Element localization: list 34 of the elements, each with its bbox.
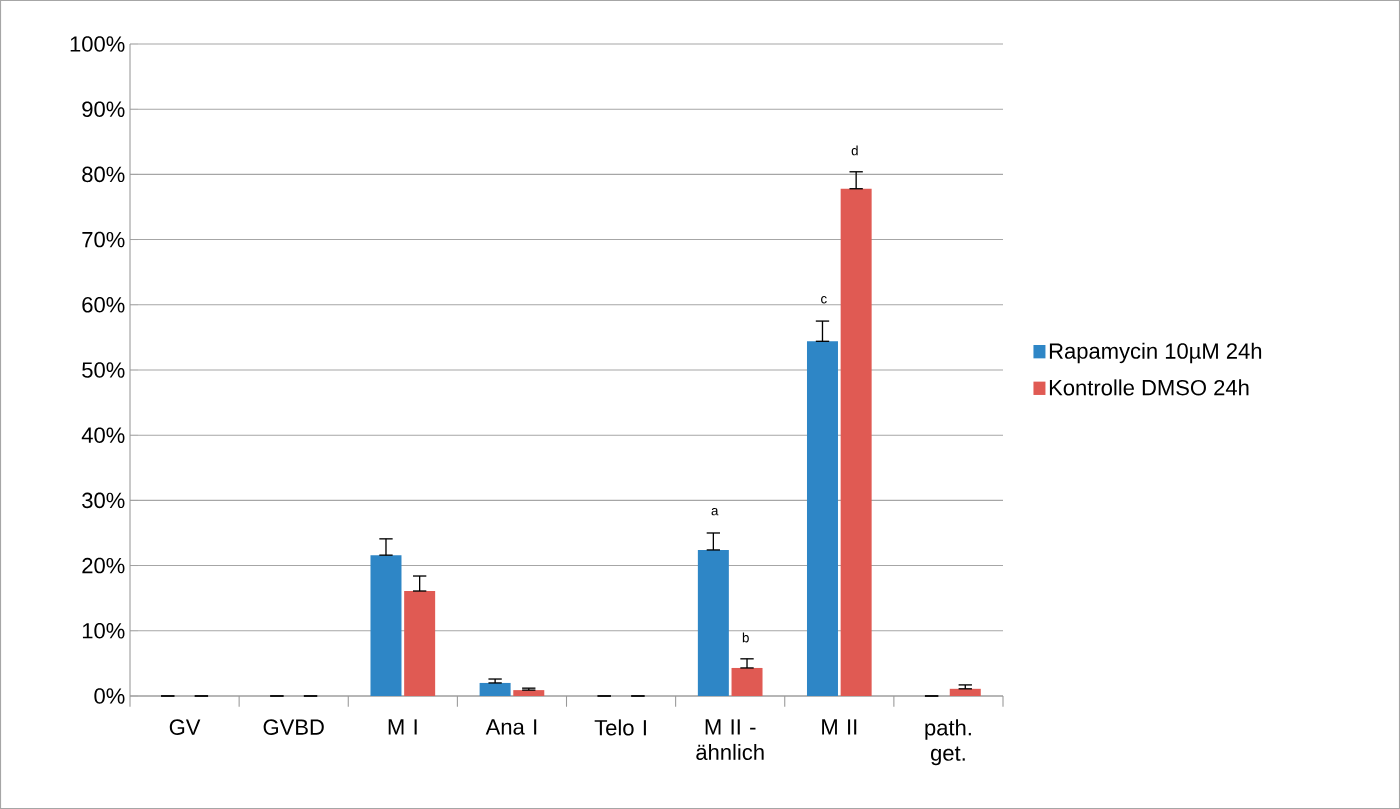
- annotation: c: [821, 296, 827, 304]
- y-tick-label: 40%: [81, 427, 125, 443]
- y-tick-label: 100%: [70, 36, 125, 52]
- y-tick-label: 80%: [82, 166, 125, 183]
- y-tick-label: 70%: [82, 231, 125, 248]
- y-tick-label: 60%: [82, 296, 125, 313]
- annotation: a: [711, 508, 719, 516]
- bar: [840, 188, 872, 696]
- bar: [949, 688, 981, 696]
- y-tick-label: 30%: [82, 492, 125, 509]
- bar: [513, 690, 545, 696]
- y-tick-label: 90%: [82, 101, 125, 117]
- bar: [370, 555, 402, 696]
- bar: [731, 667, 763, 696]
- y-tick-label: 50%: [82, 362, 125, 378]
- legend-label: Rapamycin 10µM 24h: [1049, 342, 1262, 364]
- annotation: d: [851, 145, 858, 156]
- x-tick-label: M II: [822, 719, 857, 735]
- x-tick-label: M I: [388, 719, 417, 735]
- x-tick-label: M II - ähnlich: [696, 719, 764, 761]
- bar: [404, 591, 436, 696]
- y-tick-label: 10%: [82, 622, 125, 639]
- x-tick-label: GV: [169, 719, 201, 735]
- bar: [479, 682, 511, 696]
- y-tick-label: 20%: [82, 557, 125, 574]
- x-tick-label: Ana I: [485, 719, 537, 735]
- bar: [697, 549, 729, 696]
- x-tick-label: path. get.: [925, 719, 971, 766]
- x-tick-label: Telo I: [594, 719, 646, 736]
- x-tick-label: GVBD: [263, 719, 324, 735]
- legend-label: Kontrolle DMSO 24h: [1049, 379, 1249, 396]
- annotation: b: [742, 632, 749, 643]
- y-tick-label: 0%: [94, 688, 125, 704]
- bar: [806, 341, 838, 696]
